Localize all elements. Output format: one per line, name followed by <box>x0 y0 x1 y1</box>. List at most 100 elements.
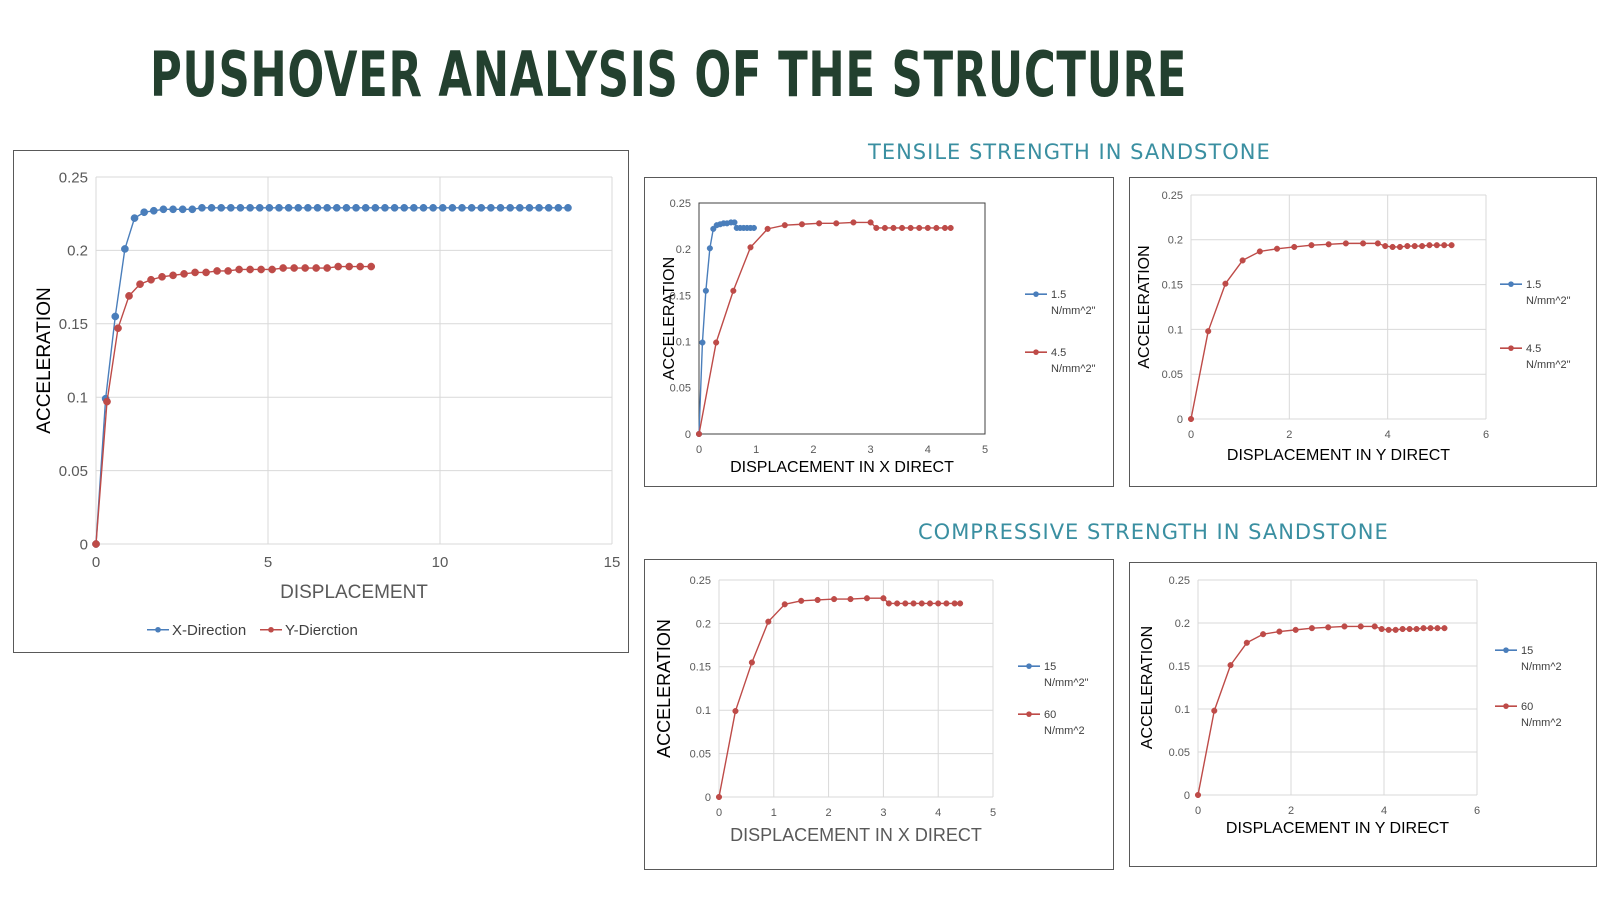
data-point <box>1273 245 1281 252</box>
x-tick-label: 0 <box>92 554 100 571</box>
legend-swatch-marker <box>155 626 161 633</box>
y-tick-label: 0.15 <box>59 316 88 333</box>
data-point <box>332 203 341 212</box>
data-point <box>158 272 166 281</box>
data-point <box>699 339 706 346</box>
data-point <box>147 275 155 284</box>
series-line-1 <box>718 597 961 798</box>
data-point <box>1308 242 1315 249</box>
y-tick-label: 0.1 <box>696 705 711 717</box>
y-tick-label: 0.1 <box>1168 324 1183 336</box>
data-point <box>92 540 100 548</box>
legend-label-line: 60 <box>1521 701 1533 713</box>
data-point <box>334 262 343 271</box>
data-point <box>713 339 720 346</box>
data-point <box>1239 257 1246 264</box>
data-point <box>246 203 254 212</box>
data-point <box>371 203 380 212</box>
x-tick-label: 0 <box>696 444 702 456</box>
legend-label-line: N/mm^2 <box>1044 725 1085 737</box>
data-point <box>1433 242 1440 249</box>
data-point <box>1357 623 1364 630</box>
data-point <box>750 224 757 231</box>
data-point <box>224 267 232 275</box>
y-tick-label: 0.05 <box>1162 369 1183 381</box>
data-point <box>1371 623 1378 630</box>
data-point <box>381 203 389 212</box>
chart-compressive-x: 0 0.05 0.1 0.15 0.2 0.25 0 1 2 3 4 5 DISPLACEMENT IN… <box>644 559 1114 870</box>
x-tick-label: 2 <box>810 444 816 456</box>
data-point <box>941 224 949 231</box>
data-point <box>149 206 158 215</box>
data-point <box>951 600 958 607</box>
data-point <box>781 601 788 608</box>
data-point <box>356 262 365 271</box>
legend-label-line: N/mm^2 <box>1521 717 1562 729</box>
data-point <box>880 595 887 602</box>
data-point <box>265 203 274 212</box>
y-tick-label: 0.05 <box>1169 747 1190 759</box>
data-point <box>226 203 235 212</box>
legend-label: 15 N/mm^2 <box>1521 645 1562 673</box>
data-point <box>367 262 376 271</box>
data-point <box>947 224 954 231</box>
legend-swatch-marker <box>1033 349 1039 355</box>
chart-compressive-y-svg: 0 0.05 0.1 0.15 0.2 0.25 0 2 4 6 DISPLACEMENT IN Y… <box>1139 575 1562 837</box>
legend-label-line: 4.5 <box>1526 343 1541 355</box>
x-tick-label: 4 <box>1381 805 1387 817</box>
data-point <box>235 265 243 274</box>
data-point <box>899 224 906 231</box>
data-point <box>1342 240 1349 247</box>
data-point <box>301 264 310 272</box>
data-point <box>419 203 428 212</box>
data-point <box>863 595 871 602</box>
data-point <box>275 203 283 212</box>
data-point <box>702 287 709 294</box>
y-axis-title: ACCELERATION <box>1139 626 1156 749</box>
x-tick-label: 6 <box>1474 805 1480 817</box>
data-point <box>1441 625 1448 632</box>
data-point <box>198 203 206 212</box>
x-axis-title: DISPLACEMENT <box>280 582 428 603</box>
data-point <box>390 203 399 212</box>
data-point <box>114 324 122 333</box>
data-point <box>1260 631 1267 638</box>
x-tick-label: 4 <box>935 807 941 819</box>
y-tick-label: 0.1 <box>1175 704 1190 716</box>
data-point <box>1441 242 1448 249</box>
x-axis-title: DISPLACEMENT IN Y DIRECT <box>1226 820 1449 837</box>
data-point <box>957 600 964 607</box>
x-tick-label: 0 <box>716 807 722 819</box>
data-point <box>313 203 322 212</box>
y-tick-label: 0 <box>80 536 88 553</box>
data-point <box>1222 280 1229 287</box>
legend-swatch-marker <box>1508 345 1514 351</box>
plot-border <box>698 202 986 435</box>
x-axis-title: DISPLACEMENT IN X DIRECT <box>730 459 954 476</box>
legend-label: 4.5 N/mm^2" <box>1051 347 1096 375</box>
data-point <box>477 203 486 212</box>
data-point <box>1382 243 1389 250</box>
x-tick-label: 4 <box>925 444 931 456</box>
data-point <box>257 265 265 274</box>
data-point <box>352 203 360 212</box>
data-point <box>1389 243 1396 251</box>
y-tick-label: 0.25 <box>59 169 88 186</box>
data-point <box>202 268 210 277</box>
data-point <box>213 267 221 275</box>
legend-label: Y-Dierction <box>285 622 358 639</box>
data-point <box>290 264 298 272</box>
data-point <box>342 203 351 212</box>
data-point <box>304 203 312 212</box>
data-point <box>400 203 409 212</box>
x-tick-label: 0 <box>1195 805 1201 817</box>
y-axis-title: ACCELERATION <box>34 287 55 433</box>
data-point <box>515 203 524 212</box>
legend-swatch-marker <box>268 626 274 633</box>
series-line-1 <box>1197 625 1445 796</box>
data-point <box>180 270 188 278</box>
data-point <box>715 793 723 801</box>
data-point <box>130 214 139 222</box>
data-point <box>764 225 771 232</box>
chart-compressive-x-svg: 0 0.05 0.1 0.15 0.2 0.25 0 1 2 3 4 5 DISPLACEMENT IN… <box>654 575 1089 845</box>
